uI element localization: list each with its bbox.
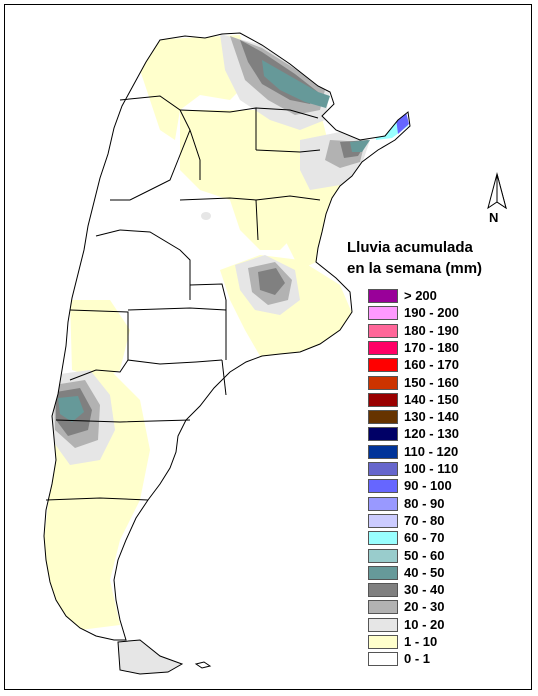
zone-1-10-north	[140, 35, 250, 140]
legend-swatch	[368, 600, 398, 615]
legend-swatch	[368, 392, 398, 407]
legend-swatch	[368, 323, 398, 338]
zone-40-50-andes	[58, 396, 84, 422]
legend-swatch	[368, 565, 398, 580]
zone-1-10-west	[70, 300, 130, 380]
legend-label: 110 - 120	[404, 443, 459, 459]
zone-30-40-pampa	[258, 268, 285, 295]
legend-swatch	[368, 652, 398, 667]
legend-swatch	[368, 444, 398, 459]
legend-label: 1 - 10	[404, 634, 438, 649]
zone-10-20-spot	[201, 212, 211, 220]
legend-label: 80 - 90	[404, 495, 445, 511]
legend-label: 100 - 110	[404, 461, 459, 476]
legend-label: 20 - 30	[404, 599, 445, 615]
zone-40-50-corrientes	[350, 140, 370, 152]
legend-label: 140 - 150	[404, 391, 459, 407]
legend-swatch	[368, 513, 398, 528]
legend-title: Lluvia acumulada en la semana (mm)	[347, 237, 482, 279]
legend-label: 190 - 200	[404, 305, 459, 321]
legend-swatch	[368, 635, 398, 649]
legend-swatch	[368, 427, 398, 442]
legend-label: 0 - 1	[404, 651, 431, 667]
legend-title-line-1: Lluvia acumulada	[347, 239, 473, 256]
legend-swatch	[368, 617, 398, 632]
legend-label: 70 - 80	[404, 512, 445, 528]
legend-label: 150 - 160	[404, 374, 459, 390]
legend-swatch	[368, 289, 398, 303]
province-boundaries	[45, 95, 321, 501]
legend-label: 30 - 40	[404, 582, 445, 598]
legend-label: 40 - 50	[404, 564, 445, 580]
legend-title-line-2: en la semana (mm)	[347, 260, 483, 277]
legend-label: 50 - 60	[404, 547, 445, 563]
north-label: N	[489, 210, 499, 225]
legend-swatch	[368, 410, 398, 425]
legend-swatch	[368, 375, 398, 390]
legend-label: 130 - 140	[404, 409, 459, 425]
legend-label: 120 - 130	[404, 426, 459, 442]
legend-swatch	[368, 496, 398, 511]
legend-swatch	[368, 306, 398, 321]
rainfall-zones	[44, 34, 409, 630]
legend-label: > 200	[404, 288, 437, 303]
legend-label: 90 - 100	[404, 478, 452, 494]
legend-swatch	[368, 583, 398, 598]
legend-label: 160 - 170	[404, 357, 459, 373]
country-outline	[43, 32, 411, 641]
legend-swatch	[368, 548, 398, 563]
legend-label: 10 - 20	[404, 616, 445, 632]
tierra-del-fuego	[117, 639, 184, 675]
legend-label: 170 - 180	[404, 339, 459, 355]
legend-swatch	[368, 479, 398, 494]
legend-swatch	[368, 358, 398, 373]
legend-label: 180 - 190	[404, 322, 459, 338]
legend-label: 60 - 70	[404, 530, 445, 546]
islands-east	[194, 661, 212, 669]
legend-swatch	[368, 531, 398, 546]
legend-swatch	[368, 340, 398, 355]
legend-swatch	[368, 462, 398, 476]
zone-40-50-misiones	[262, 60, 330, 108]
north-arrow-icon	[487, 172, 507, 210]
